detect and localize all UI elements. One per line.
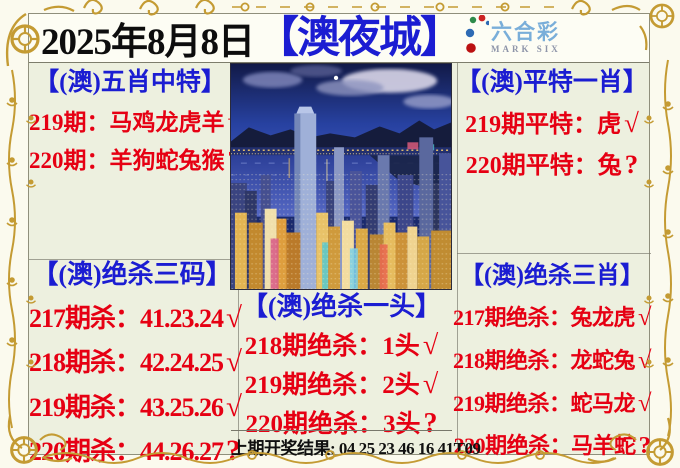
logo-dots-icon <box>465 15 489 53</box>
row-text: 217期绝杀：兔龙虎 <box>453 305 636 331</box>
panel-kill-three-codes: 【(澳)绝杀三码】 217期杀：41.23.24 √ 218期杀：42.24.25… <box>29 260 242 467</box>
prediction-row: 218期杀：42.24.25 √ <box>29 346 242 378</box>
row-mark: √ <box>226 346 242 379</box>
row-text: 219期绝杀：2头 <box>244 371 420 399</box>
row-text: 218期杀：42.24.25 <box>29 348 224 378</box>
logo-text: 六合彩 MARK SIX <box>491 22 561 54</box>
row-text: 220期杀：44.26.27 <box>29 436 224 466</box>
row-text: 220期平特：兔 <box>465 153 622 180</box>
row-mark: ? <box>423 408 438 440</box>
content-area: 2025年8月8日 【澳夜城】 六合彩 MARK SIX <box>28 13 652 467</box>
panel-flat-one-zodiac: 【(澳)平特一肖】 219期平特：虎 √ 220期平特：兔? <box>453 69 651 180</box>
row-mark: ? <box>638 432 651 460</box>
row-text: 219期：马鸡龙虎羊 <box>29 109 225 135</box>
prediction-row: 220期：羊狗蛇兔猴? <box>29 146 240 174</box>
prediction-row: 219期平特：虎 √ <box>453 107 651 139</box>
logo-name-en: MARK SIX <box>491 44 561 54</box>
row-text: 220期：羊狗蛇兔猴 <box>29 148 225 174</box>
main-area: 【(澳)五肖中特】 219期：马鸡龙虎羊√ 220期：羊狗蛇兔猴? 【(澳)平特… <box>29 63 652 467</box>
row-mark: ? <box>624 149 639 180</box>
prediction-row: 219期绝杀：蛇马龙 √ <box>453 389 652 418</box>
logo-name-cn: 六合彩 <box>491 20 560 44</box>
last-draw-result: 上期开奖结果: 04 25 23 46 16 41T09 <box>231 430 481 459</box>
prediction-row: 219期杀：43.25.26 √ <box>29 391 242 423</box>
panel-kill-one-head: 【(澳)绝杀一头】 218期绝杀：1头 √ 219期绝杀：2头 √ 220期绝杀：3… <box>231 292 452 440</box>
row-text: 218期绝杀：龙蛇兔 <box>453 348 636 373</box>
row-text: 219期绝杀：蛇马龙 <box>453 390 636 416</box>
harbour-night-photo <box>230 63 452 290</box>
row-text: 220期绝杀：3头 <box>245 411 421 439</box>
prediction-row: 220期平特：兔? <box>453 150 651 180</box>
panel-title: 【(澳)平特一肖】 <box>456 69 648 96</box>
harbour-photo-illustration <box>231 64 451 289</box>
row-mark: √ <box>422 368 439 400</box>
panel-five-zodiac: 【(澳)五肖中特】 219期：马鸡龙虎羊√ 220期：羊狗蛇兔猴? <box>29 69 242 174</box>
divider-right-column <box>457 63 458 455</box>
row-mark: √ <box>638 347 652 374</box>
row-text: 217期杀：41.23.24 <box>29 303 224 333</box>
panel-kill-three-zodiac: 【(澳)绝杀三肖】 217期绝杀：兔龙虎 √ 218期绝杀：龙蛇兔 √ 219期绝杀… <box>453 263 652 460</box>
row-mark: √ <box>422 329 439 361</box>
prediction-row: 218期绝杀：1头 √ <box>231 329 452 361</box>
prediction-row: 218期绝杀：龙蛇兔 √ <box>453 347 652 375</box>
row-mark: √ <box>226 301 242 334</box>
prediction-row: 217期绝杀：兔龙虎 √ <box>453 304 652 332</box>
date-text: 2025年8月8日 <box>41 22 255 63</box>
prediction-row: 220期绝杀：马羊蛇? <box>453 432 651 460</box>
row-text: 219期平特：虎 <box>465 111 622 138</box>
row-mark: √ <box>624 107 639 138</box>
prediction-row: 220期绝杀：3头? <box>231 408 452 440</box>
panel-title: 【(澳)绝杀三码】 <box>32 260 232 289</box>
divider-left-horizontal <box>29 259 238 260</box>
panel-title: 【(澳)绝杀三肖】 <box>460 263 644 289</box>
prediction-row: 220期杀：44.26.27? <box>29 435 241 467</box>
row-mark: √ <box>638 304 652 332</box>
prediction-row: 217期杀：41.23.24 √ <box>29 302 242 334</box>
row-mark: √ <box>226 390 242 423</box>
panel-title: 【(澳)五肖中特】 <box>34 69 226 96</box>
row-text: 219期杀：43.25.26 <box>29 392 224 422</box>
row-mark: √ <box>638 389 652 417</box>
page-title: 【澳夜城】 <box>256 14 463 62</box>
panel-title: 【(澳)绝杀一头】 <box>241 292 442 321</box>
row-text: 218期绝杀：1头 <box>244 332 420 360</box>
marksix-logo: 六合彩 MARK SIX <box>465 15 561 61</box>
prediction-row: 219期：马鸡龙虎羊√ <box>29 107 242 136</box>
header: 2025年8月8日 【澳夜城】 六合彩 MARK SIX <box>29 14 649 63</box>
prediction-row: 219期绝杀：2头 √ <box>231 368 452 400</box>
divider-right-horizontal <box>457 253 651 254</box>
